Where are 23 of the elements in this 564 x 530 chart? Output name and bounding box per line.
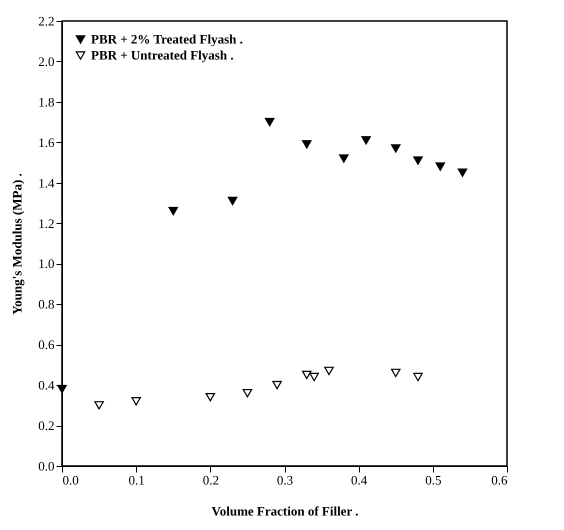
y-tick-label: 1.8: [38, 94, 54, 110]
x-axis-title: Volume Fraction of Filler .: [212, 504, 358, 518]
y-tick-label: 2.0: [38, 54, 54, 69]
x-tick-label: 0.1: [128, 472, 145, 488]
legend-label: PBR + Untreated Flyash .: [91, 48, 234, 62]
y-tick-label: 1.0: [38, 256, 54, 272]
x-tick-label: 0.6: [491, 472, 508, 488]
y-tick-label: 0.6: [38, 337, 55, 352]
y-tick-label: 2.2: [38, 14, 54, 28]
x-tick-label: 0.3: [276, 472, 294, 488]
x-tick-label: 0.5: [425, 472, 442, 488]
y-tick-label: 1.2: [38, 216, 54, 231]
y-tick-label: 0.8: [38, 296, 54, 312]
y-tick-label: 0.4: [38, 378, 55, 393]
x-tick-label: 0.2: [202, 472, 219, 488]
y-tick-label: 1.6: [38, 134, 55, 150]
y-tick-label: 1.4: [38, 175, 55, 190]
legend-label: PBR + 2% Treated Flyash .: [91, 32, 243, 46]
y-tick-label: 0.0: [38, 458, 54, 474]
x-tick-label: 0.0: [62, 472, 79, 488]
y-tick-label: 0.2: [38, 418, 54, 434]
x-tick-label: 0.4: [351, 472, 368, 488]
y-axis-title: Young's Modulus (MPa) .: [9, 173, 24, 315]
